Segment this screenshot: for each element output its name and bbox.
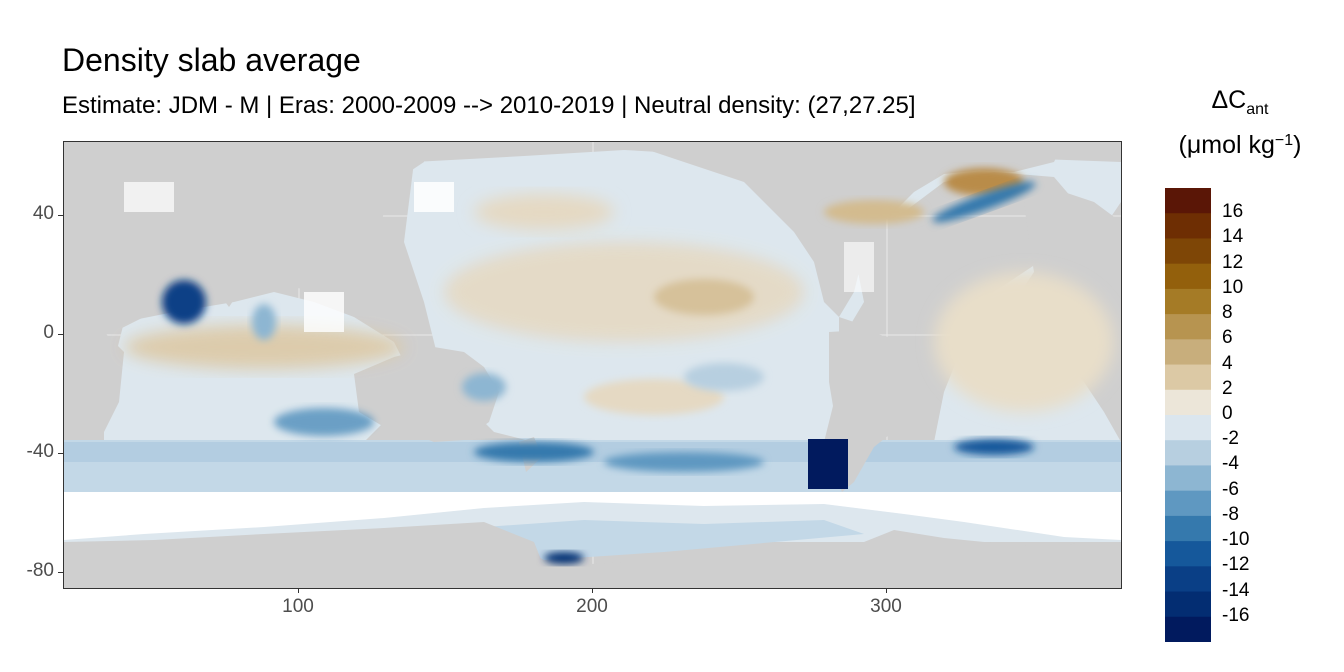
legend-color-step — [1165, 288, 1211, 315]
legend-label: -8 — [1222, 503, 1239, 525]
x-tickmark-300 — [886, 588, 887, 593]
y-tick-label: -80 — [26, 560, 54, 581]
y-tickmark-0 — [58, 334, 63, 335]
legend-color-step — [1165, 339, 1211, 366]
x-tick-label: 100 — [282, 596, 314, 617]
legend-unit-close: ) — [1293, 131, 1302, 159]
legend-color-step — [1165, 490, 1211, 517]
x-tick-label: 300 — [870, 596, 902, 617]
legend-label: -12 — [1222, 554, 1250, 576]
australia-landmass — [354, 347, 499, 442]
legend-label: 12 — [1222, 251, 1244, 273]
legend-label: 6 — [1222, 327, 1233, 349]
legend-title-main: ΔC — [1211, 86, 1247, 114]
legend-label: 0 — [1222, 403, 1233, 424]
legend-color-step — [1165, 515, 1211, 542]
legend-color-step — [1165, 188, 1211, 214]
legend-color-step — [1165, 314, 1211, 340]
legend-label: -10 — [1222, 529, 1250, 551]
plot-title: Density slab average — [62, 42, 361, 78]
legend-color-step — [1165, 415, 1211, 441]
legend-label: 16 — [1222, 201, 1244, 223]
legend-colorbar — [1165, 188, 1211, 642]
y-tickmark-minus40 — [58, 453, 63, 454]
legend-label: -6 — [1222, 478, 1239, 500]
legend-color-step — [1165, 263, 1211, 290]
y-tickmark-40 — [58, 215, 63, 216]
legend-unit-open: (μmol kg — [1178, 131, 1275, 159]
legend-label: -2 — [1222, 428, 1239, 450]
legend-unit-sup: −1 — [1274, 132, 1294, 149]
legend-color-step — [1165, 566, 1211, 593]
legend-label: 2 — [1222, 377, 1233, 399]
legend-label: -14 — [1222, 579, 1250, 601]
legend-title-sub: ant — [1246, 101, 1269, 118]
south-america-landmass — [829, 330, 934, 492]
y-tick-label: 0 — [43, 322, 54, 343]
legend-color-step — [1165, 440, 1211, 466]
legend-label: -4 — [1222, 453, 1239, 475]
legend-label: 8 — [1222, 302, 1233, 324]
legend-color-step — [1165, 465, 1211, 492]
legend-color-step — [1165, 389, 1211, 416]
legend-color-step — [1165, 213, 1211, 239]
legend-label: 14 — [1222, 226, 1244, 248]
anomaly-patterns — [124, 168, 1114, 564]
x-tickmark-200 — [592, 588, 593, 593]
legend-title: ΔCant (μmol kg−1) — [1160, 86, 1320, 160]
antarctica-landmass — [64, 522, 1121, 588]
legend-label: 10 — [1222, 276, 1244, 298]
north-america-landmass — [624, 142, 1121, 317]
legend-color-step — [1165, 541, 1211, 567]
legend-label: -16 — [1222, 604, 1250, 626]
legend-color-step — [1165, 616, 1211, 642]
y-tick-label: -40 — [26, 441, 54, 462]
plot-subtitle: Estimate: JDM - M | Eras: 2000-2009 --> … — [62, 92, 916, 119]
legend-color-step — [1165, 591, 1211, 618]
legend-color-step — [1165, 238, 1211, 265]
x-tickmark-100 — [298, 588, 299, 593]
map-panel — [63, 141, 1122, 589]
y-tick-label: 40 — [32, 203, 54, 224]
y-tickmark-minus80 — [58, 572, 63, 573]
legend-color-step — [1165, 364, 1211, 391]
x-tick-label: 200 — [576, 596, 608, 617]
map-svg — [64, 142, 1121, 588]
legend-label: 4 — [1222, 352, 1233, 374]
